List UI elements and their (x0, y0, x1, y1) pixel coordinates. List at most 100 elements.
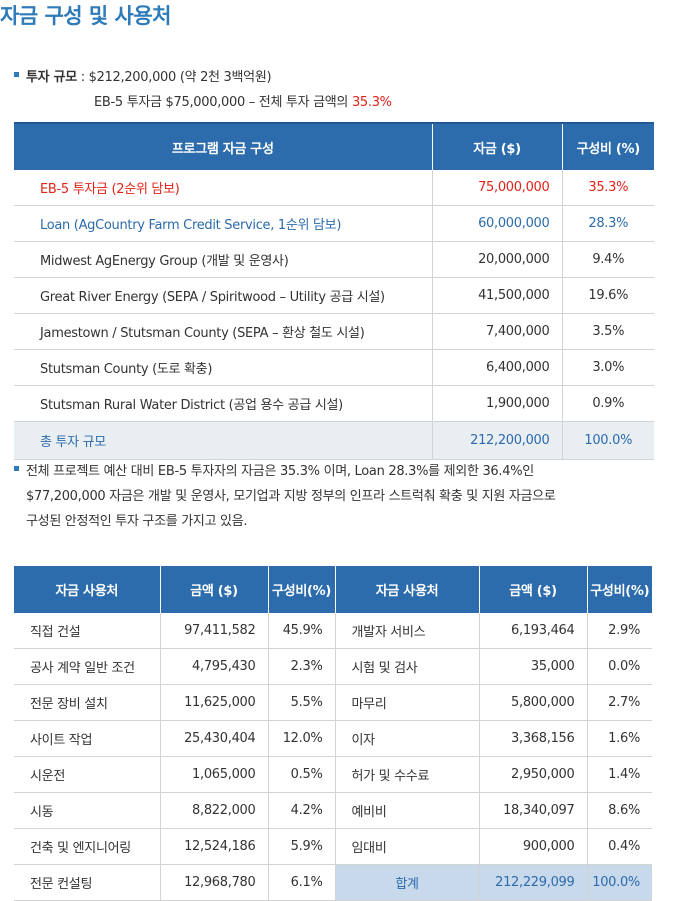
use-name: 허가 및 수수료 (334, 756, 479, 793)
use-pct: 0.4% (586, 828, 652, 865)
sum-label: 합계 (334, 864, 479, 901)
table-header-row: 프로그램 자금 구성 자금 ($) 구성비 (%) (14, 122, 654, 170)
source-amount: 7,400,000 (431, 313, 562, 350)
use-name: 전문 장비 설치 (14, 684, 160, 721)
source-name: Loan (AgCountry Farm Credit Service, 1순위… (14, 205, 432, 242)
investment-scale-label: 투자 규모 (26, 70, 77, 85)
use-amount: 35,000 (478, 648, 587, 685)
use-amount: 8,822,000 (159, 792, 268, 829)
eb5-share-pct: 35.3% (351, 95, 392, 110)
use-amount: 12,524,186 (159, 828, 268, 865)
use-pct: 1.4% (586, 756, 652, 793)
use-amount: 6,193,464 (478, 613, 587, 649)
use-amount: 25,430,404 (159, 720, 268, 757)
table-row: Stutsman County (도로 확충) 6,400,000 3.0% (14, 349, 654, 386)
use-pct: 12.0% (267, 720, 335, 757)
use-pct: 8.6% (586, 792, 652, 829)
use-amount: 97,411,582 (159, 613, 268, 649)
col-header-use: 자금 사용처 (334, 566, 479, 613)
note-line-2: $77,200,000 자금은 개발 및 운영사, 모기업과 지방 정부의 인프… (26, 489, 556, 504)
use-pct: 4.2% (267, 792, 335, 829)
use-pct: 45.9% (267, 613, 335, 649)
use-pct: 0.0% (586, 648, 652, 685)
source-pct: 9.4% (561, 241, 654, 278)
total-amount: 212,200,000 (431, 421, 562, 460)
use-pct: 2.7% (586, 684, 652, 721)
use-name: 공사 계약 일반 조건 (14, 648, 160, 685)
total-pct: 100.0% (561, 421, 654, 460)
note-line-1: 전체 프로젝트 예산 대비 EB-5 투자자의 자금은 35.3% 이며, Lo… (26, 464, 534, 479)
table-row: Midwest AgEnergy Group (개발 및 운영사) 20,000… (14, 241, 654, 278)
table-row-last: 전문 컨설팅 12,968,780 6.1% 합계 212,229,099 10… (14, 864, 652, 901)
source-name: Great River Energy (SEPA / Spiritwood – … (14, 277, 432, 314)
col-header-ratio: 구성비(%) (267, 566, 335, 613)
source-name: Midwest AgEnergy Group (개발 및 운영사) (14, 241, 432, 278)
source-pct: 3.5% (561, 313, 654, 350)
source-pct: 35.3% (561, 170, 654, 206)
source-amount: 6,400,000 (431, 349, 562, 386)
table-row: 건축 및 엔지니어링 12,524,186 5.9% 임대비 900,000 0… (14, 828, 652, 865)
eb5-share-text: EB-5 투자금 $75,000,000 – 전체 투자 금액의 (94, 95, 352, 110)
use-amount: 3,368,156 (478, 720, 587, 757)
investment-scale-value: : $212,200,000 (약 2천 3백억원) (76, 70, 272, 85)
total-row: 총 투자 규모 212,200,000 100.0% (14, 421, 654, 460)
source-amount: 60,000,000 (431, 205, 562, 242)
source-pct: 3.0% (561, 349, 654, 386)
source-pct: 19.6% (561, 277, 654, 314)
use-name: 시동 (14, 792, 160, 829)
use-amount: 900,000 (478, 828, 587, 865)
use-pct: 1.6% (586, 720, 652, 757)
use-name: 시험 및 검사 (334, 648, 479, 685)
use-pct: 2.3% (267, 648, 335, 685)
use-amount: 11,625,000 (159, 684, 268, 721)
use-name: 시운전 (14, 756, 160, 793)
funding-sources-table: 프로그램 자금 구성 자금 ($) 구성비 (%) EB-5 투자금 (2순위 … (14, 122, 654, 460)
investment-scale-line: 투자 규모 : $212,200,000 (약 2천 3백억원) (26, 66, 272, 85)
table-row: 전문 장비 설치 11,625,000 5.5% 마무리 5,800,000 2… (14, 684, 652, 721)
source-name: EB-5 투자금 (2순위 담보) (14, 170, 432, 206)
total-label: 총 투자 규모 (14, 421, 432, 460)
use-amount: 18,340,097 (478, 792, 587, 829)
use-amount: 1,065,000 (159, 756, 268, 793)
col-header-ratio: 구성비 (%) (561, 122, 654, 170)
use-name: 개발자 서비스 (334, 613, 479, 649)
table-row: Great River Energy (SEPA / Spiritwood – … (14, 277, 654, 314)
use-pct: 0.5% (267, 756, 335, 793)
table-row: EB-5 투자금 (2순위 담보) 75,000,000 35.3% (14, 170, 654, 206)
col-header-amount: 자금 ($) (431, 122, 562, 170)
source-name: Jamestown / Stutsman County (SEPA – 환상 철… (14, 313, 432, 350)
use-name: 사이트 작업 (14, 720, 160, 757)
use-pct: 6.1% (267, 864, 335, 901)
table-row: 시동 8,822,000 4.2% 예비비 18,340,097 8.6% (14, 792, 652, 829)
col-header-amount: 금액 ($) (159, 566, 268, 613)
use-name: 건축 및 엔지니어링 (14, 828, 160, 865)
use-name: 전문 컨설팅 (14, 864, 160, 901)
note-line-3: 구성된 안정적인 투자 구조를 가지고 있음. (26, 514, 248, 529)
source-name: Stutsman Rural Water District (공업 용수 공급 … (14, 385, 432, 422)
use-amount: 2,950,000 (478, 756, 587, 793)
col-header-ratio: 구성비(%) (586, 566, 652, 613)
table-row: 직접 건설 97,411,582 45.9% 개발자 서비스 6,193,464… (14, 613, 652, 649)
source-amount: 1,900,000 (431, 385, 562, 422)
source-name: Stutsman County (도로 확충) (14, 349, 432, 386)
fund-uses-table: 자금 사용처 금액 ($) 구성비(%) 자금 사용처 금액 ($) 구성비(%… (14, 566, 652, 901)
page-title: 자금 구성 및 사용처 (0, 4, 172, 28)
table-row: 사이트 작업 25,430,404 12.0% 이자 3,368,156 1.6… (14, 720, 652, 757)
use-pct: 2.9% (586, 613, 652, 649)
use-pct: 5.5% (267, 684, 335, 721)
bullet-icon (14, 466, 19, 471)
eb5-share-line: EB-5 투자금 $75,000,000 – 전체 투자 금액의 35.3% (94, 91, 392, 110)
use-amount: 4,795,430 (159, 648, 268, 685)
table-row: 시운전 1,065,000 0.5% 허가 및 수수료 2,950,000 1.… (14, 756, 652, 793)
col-header-use: 자금 사용처 (14, 566, 160, 613)
bullet-icon (14, 72, 19, 77)
use-name: 마무리 (334, 684, 479, 721)
table-header-row: 자금 사용처 금액 ($) 구성비(%) 자금 사용처 금액 ($) 구성비(%… (14, 566, 652, 613)
source-amount: 41,500,000 (431, 277, 562, 314)
use-name: 예비비 (334, 792, 479, 829)
source-amount: 20,000,000 (431, 241, 562, 278)
source-pct: 0.9% (561, 385, 654, 422)
col-header-program: 프로그램 자금 구성 (14, 122, 432, 170)
table-row: Stutsman Rural Water District (공업 용수 공급 … (14, 385, 654, 422)
use-name: 직접 건설 (14, 613, 160, 649)
